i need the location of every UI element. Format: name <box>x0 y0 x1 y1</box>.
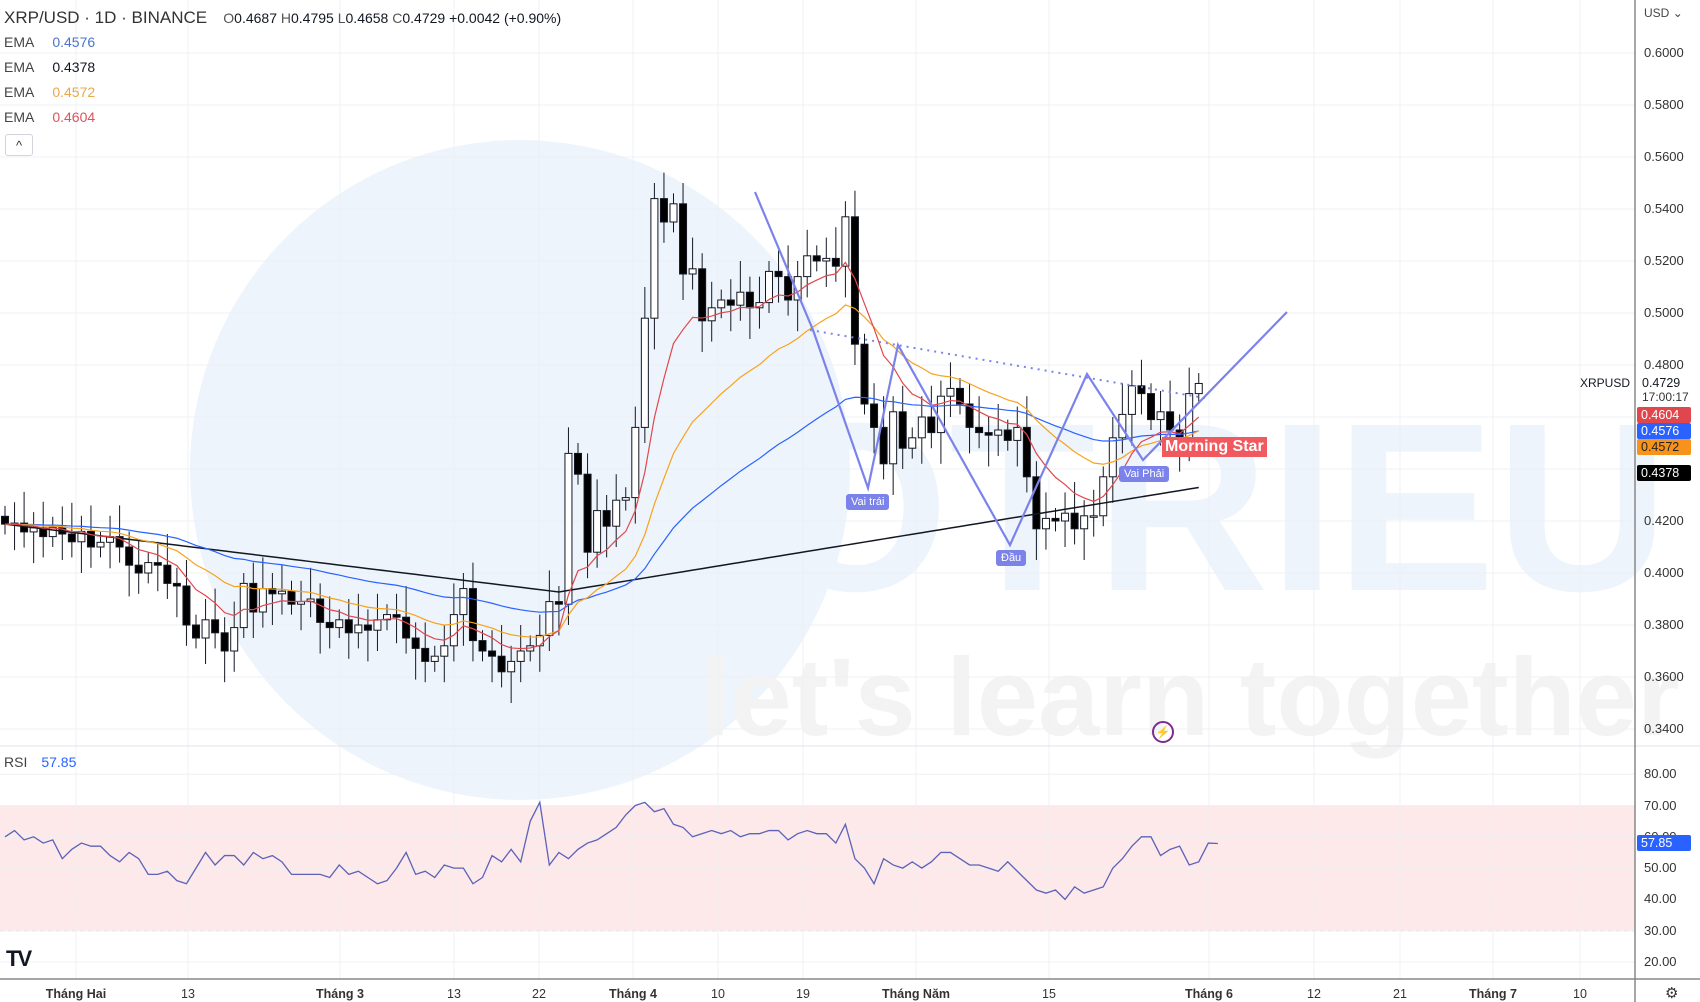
change-value: +0.0042 (+0.90%) <box>449 10 562 26</box>
time-tick: Tháng 4 <box>609 987 657 1001</box>
time-tick: Tháng Năm <box>881 987 951 1001</box>
rsi-tick: 30.00 <box>1644 922 1677 938</box>
ema-legend-row[interactable]: EMA 0.4604 <box>4 109 95 125</box>
time-tick: 10 <box>711 987 725 1001</box>
ema-value: 0.4576 <box>52 34 96 50</box>
price-tick: 0.5600 <box>1644 149 1684 164</box>
price-tick: 0.3400 <box>1644 721 1684 736</box>
time-tick: Tháng 3 <box>316 987 364 1001</box>
price-tick: 0.5000 <box>1644 305 1684 320</box>
head-label[interactable]: Đầu <box>996 550 1027 566</box>
ema-label: EMA <box>4 59 35 75</box>
svg-text:let's learn together: let's learn together <box>700 636 1680 759</box>
time-tick: 15 <box>1042 987 1056 1001</box>
bar-countdown: 17:00:17 <box>1642 390 1689 404</box>
ema-price-tag: 0.4572 <box>1637 439 1691 455</box>
time-tick: Tháng 7 <box>1469 987 1517 1001</box>
ema-label: EMA <box>4 109 35 125</box>
chart-legend: XRP/USD · 1D · BINANCE O0.4687 H0.4795 L… <box>4 8 561 28</box>
rsi-tick: 40.00 <box>1644 891 1677 907</box>
ema-value: 0.4378 <box>52 59 96 75</box>
rsi-tick: 70.00 <box>1644 797 1677 813</box>
tradingview-logo[interactable]: TV <box>6 946 32 971</box>
price-tick: 0.5800 <box>1644 97 1684 112</box>
time-tick: 13 <box>181 987 195 1001</box>
open-label: O <box>223 10 235 26</box>
time-tick: 21 <box>1393 987 1407 1001</box>
chevron-down-icon: ⌄ <box>1672 6 1683 20</box>
ema-price-tag: 0.4604 <box>1637 407 1691 423</box>
symbol-label: XRPUSD <box>1580 376 1631 390</box>
last-price: 0.4729 <box>1642 376 1681 390</box>
time-tick: 10 <box>1573 987 1587 1001</box>
time-tick: 19 <box>796 987 810 1001</box>
ema-value: 0.4604 <box>52 109 96 125</box>
rsi-legend[interactable]: RSI 57.85 <box>4 754 76 770</box>
ema-legend-row[interactable]: EMA 0.4576 <box>4 34 95 50</box>
right-shoulder-label[interactable]: Vai Phải <box>1119 466 1170 482</box>
ema-price-tag: 0.4576 <box>1637 423 1691 439</box>
open-value: 0.4687 <box>234 10 277 26</box>
time-tick: 13 <box>447 987 461 1001</box>
price-tick: 0.4800 <box>1644 357 1684 372</box>
currency-selector[interactable]: USD ⌄ <box>1644 6 1683 20</box>
lightning-icon[interactable]: ⚡ <box>1152 721 1174 743</box>
rsi-value: 57.85 <box>41 754 77 770</box>
left-shoulder-label[interactable]: Vai trái <box>846 494 890 510</box>
chevron-up-icon: ^ <box>15 138 23 153</box>
ema-price-tag: 0.4378 <box>1637 465 1691 481</box>
rsi-tick: 50.00 <box>1644 860 1677 876</box>
collapse-legend-button[interactable]: ^ <box>5 134 33 156</box>
morning-star-label[interactable]: Morning Star <box>1162 437 1267 457</box>
close-value: 0.4729 <box>402 10 446 26</box>
settings-icon[interactable]: ⚙ <box>1665 985 1679 1002</box>
svg-text:TOTRIEU: TOTRIEU <box>620 373 1669 641</box>
ema-legend-row[interactable]: EMA 0.4378 <box>4 59 95 75</box>
close-label: C <box>392 10 403 26</box>
price-tick: 0.5200 <box>1644 253 1684 268</box>
time-tick: Tháng 6 <box>1185 987 1233 1001</box>
ema-legend-row[interactable]: EMA 0.4572 <box>4 84 95 100</box>
ema-label: EMA <box>4 84 35 100</box>
rsi-tick: 20.00 <box>1644 954 1677 969</box>
time-tick: 22 <box>532 987 546 1001</box>
ema-label: EMA <box>4 34 35 50</box>
rsi-tick: 80.00 <box>1644 766 1677 782</box>
rsi-price-tag: 57.85 <box>1637 835 1691 851</box>
price-tick: 0.6000 <box>1644 45 1684 60</box>
price-tick: 0.5400 <box>1644 201 1684 216</box>
price-tick: 0.3800 <box>1644 617 1684 632</box>
ema-value: 0.4572 <box>52 84 96 100</box>
low-label: L <box>337 10 346 26</box>
ohlc-values: O0.4687 H0.4795 L0.4658 C0.4729 +0.0042 … <box>223 10 561 26</box>
price-tick: 0.4000 <box>1644 565 1684 580</box>
price-tick: 0.3600 <box>1644 669 1684 684</box>
time-tick: Tháng Hai <box>45 987 107 1001</box>
currency-label: USD <box>1644 6 1670 20</box>
rsi-label: RSI <box>4 754 28 770</box>
high-value: 0.4795 <box>291 10 334 26</box>
high-label: H <box>280 10 291 26</box>
time-tick: 12 <box>1307 987 1321 1001</box>
price-tick: 0.4200 <box>1644 513 1684 528</box>
symbol-title[interactable]: XRP/USD · 1D · BINANCE <box>4 8 208 27</box>
low-value: 0.4658 <box>345 10 389 26</box>
